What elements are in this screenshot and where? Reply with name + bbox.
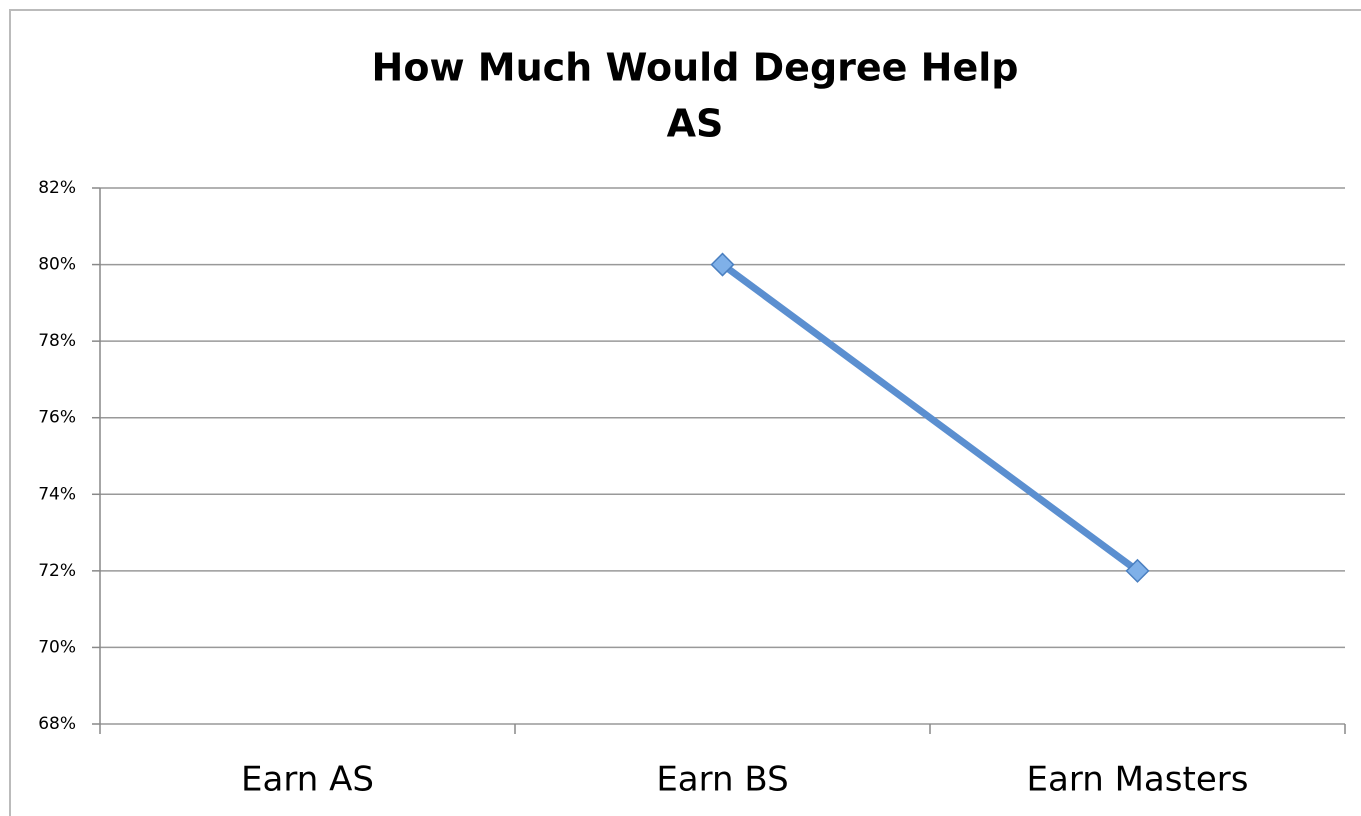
data-marker	[1125, 558, 1150, 583]
y-tick-label: 78%	[38, 331, 76, 351]
data-line	[720, 261, 1140, 574]
chart-title: How Much Would Degree Help	[372, 46, 1019, 90]
y-tick-label: 70%	[38, 637, 76, 657]
y-tick-label: 68%	[38, 714, 76, 734]
chart-frame	[9, 9, 1361, 816]
y-tick-label: 72%	[38, 561, 76, 581]
x-tick-label: Earn Masters	[1027, 760, 1249, 800]
y-tick-label: 80%	[38, 255, 76, 275]
y-tick-label: 82%	[38, 178, 76, 198]
x-tick-label: Earn AS	[241, 760, 374, 800]
data-marker	[710, 252, 735, 277]
y-tick-label: 76%	[38, 408, 76, 428]
y-tick-label: 74%	[38, 484, 76, 504]
chart-title: AS	[667, 102, 724, 146]
x-tick-label: Earn BS	[656, 760, 788, 800]
